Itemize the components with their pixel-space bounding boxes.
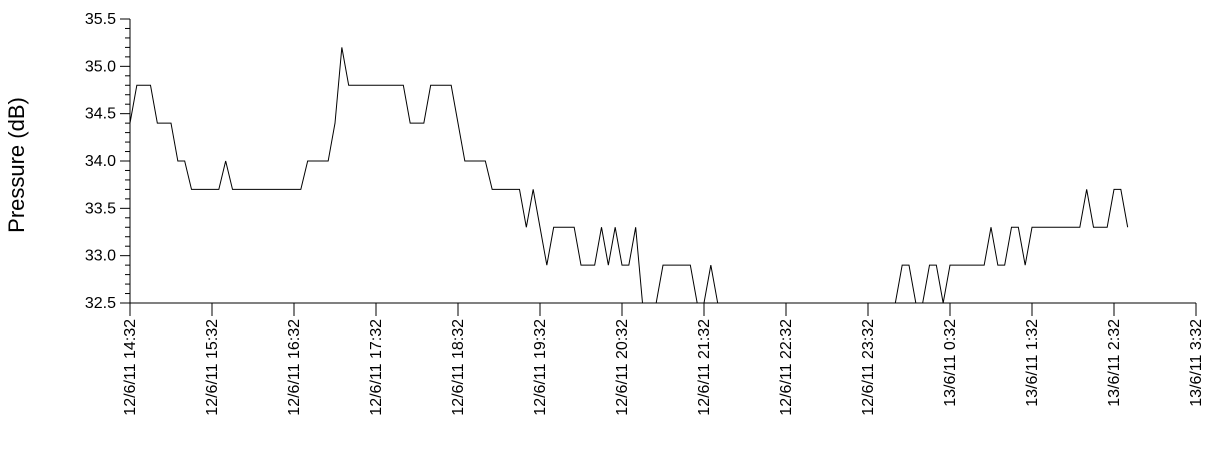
y-tick-label: 35.0 [85,58,116,75]
x-tick-label: 12/6/11 21:32 [696,319,713,416]
x-tick-label: 12/6/11 19:32 [532,319,549,416]
y-tick-label: 32.5 [85,295,116,312]
x-tick-label: 12/6/11 17:32 [368,319,385,416]
x-tick-label: 12/6/11 23:32 [860,319,877,416]
x-tick-label: 13/6/11 1:32 [1024,319,1041,407]
y-tick-label: 35.5 [85,11,116,28]
y-tick-label: 34.5 [85,106,116,123]
y-tick-label: 33.5 [85,200,116,217]
x-tick-label: 13/6/11 2:32 [1106,319,1123,407]
x-tick-label: 12/6/11 22:32 [778,319,795,416]
x-tick-label: 12/6/11 20:32 [614,319,631,416]
y-axis: 32.5 33.0 33.5 34.0 34.5 35.0 35.5 [85,11,131,312]
x-tick-label: 13/6/11 0:32 [942,319,959,407]
x-tick-label: 12/6/11 18:32 [450,319,467,416]
y-tick-label: 33.0 [85,248,116,265]
x-tick-label: 12/6/11 16:32 [286,319,303,416]
x-axis: 12/6/11 14:32 12/6/11 15:32 12/6/11 16:32 1… [122,302,1205,416]
y-axis-label: Pressure (dB) [4,97,29,233]
x-tick-label: 12/6/11 14:32 [122,319,139,416]
series-layer [129,47,1129,304]
y-tick-label: 34.0 [85,153,116,170]
x-tick-label: 12/6/11 15:32 [204,319,221,416]
x-tick-label: 13/6/11 3:32 [1188,319,1205,407]
pressure-series-line [129,47,1129,304]
